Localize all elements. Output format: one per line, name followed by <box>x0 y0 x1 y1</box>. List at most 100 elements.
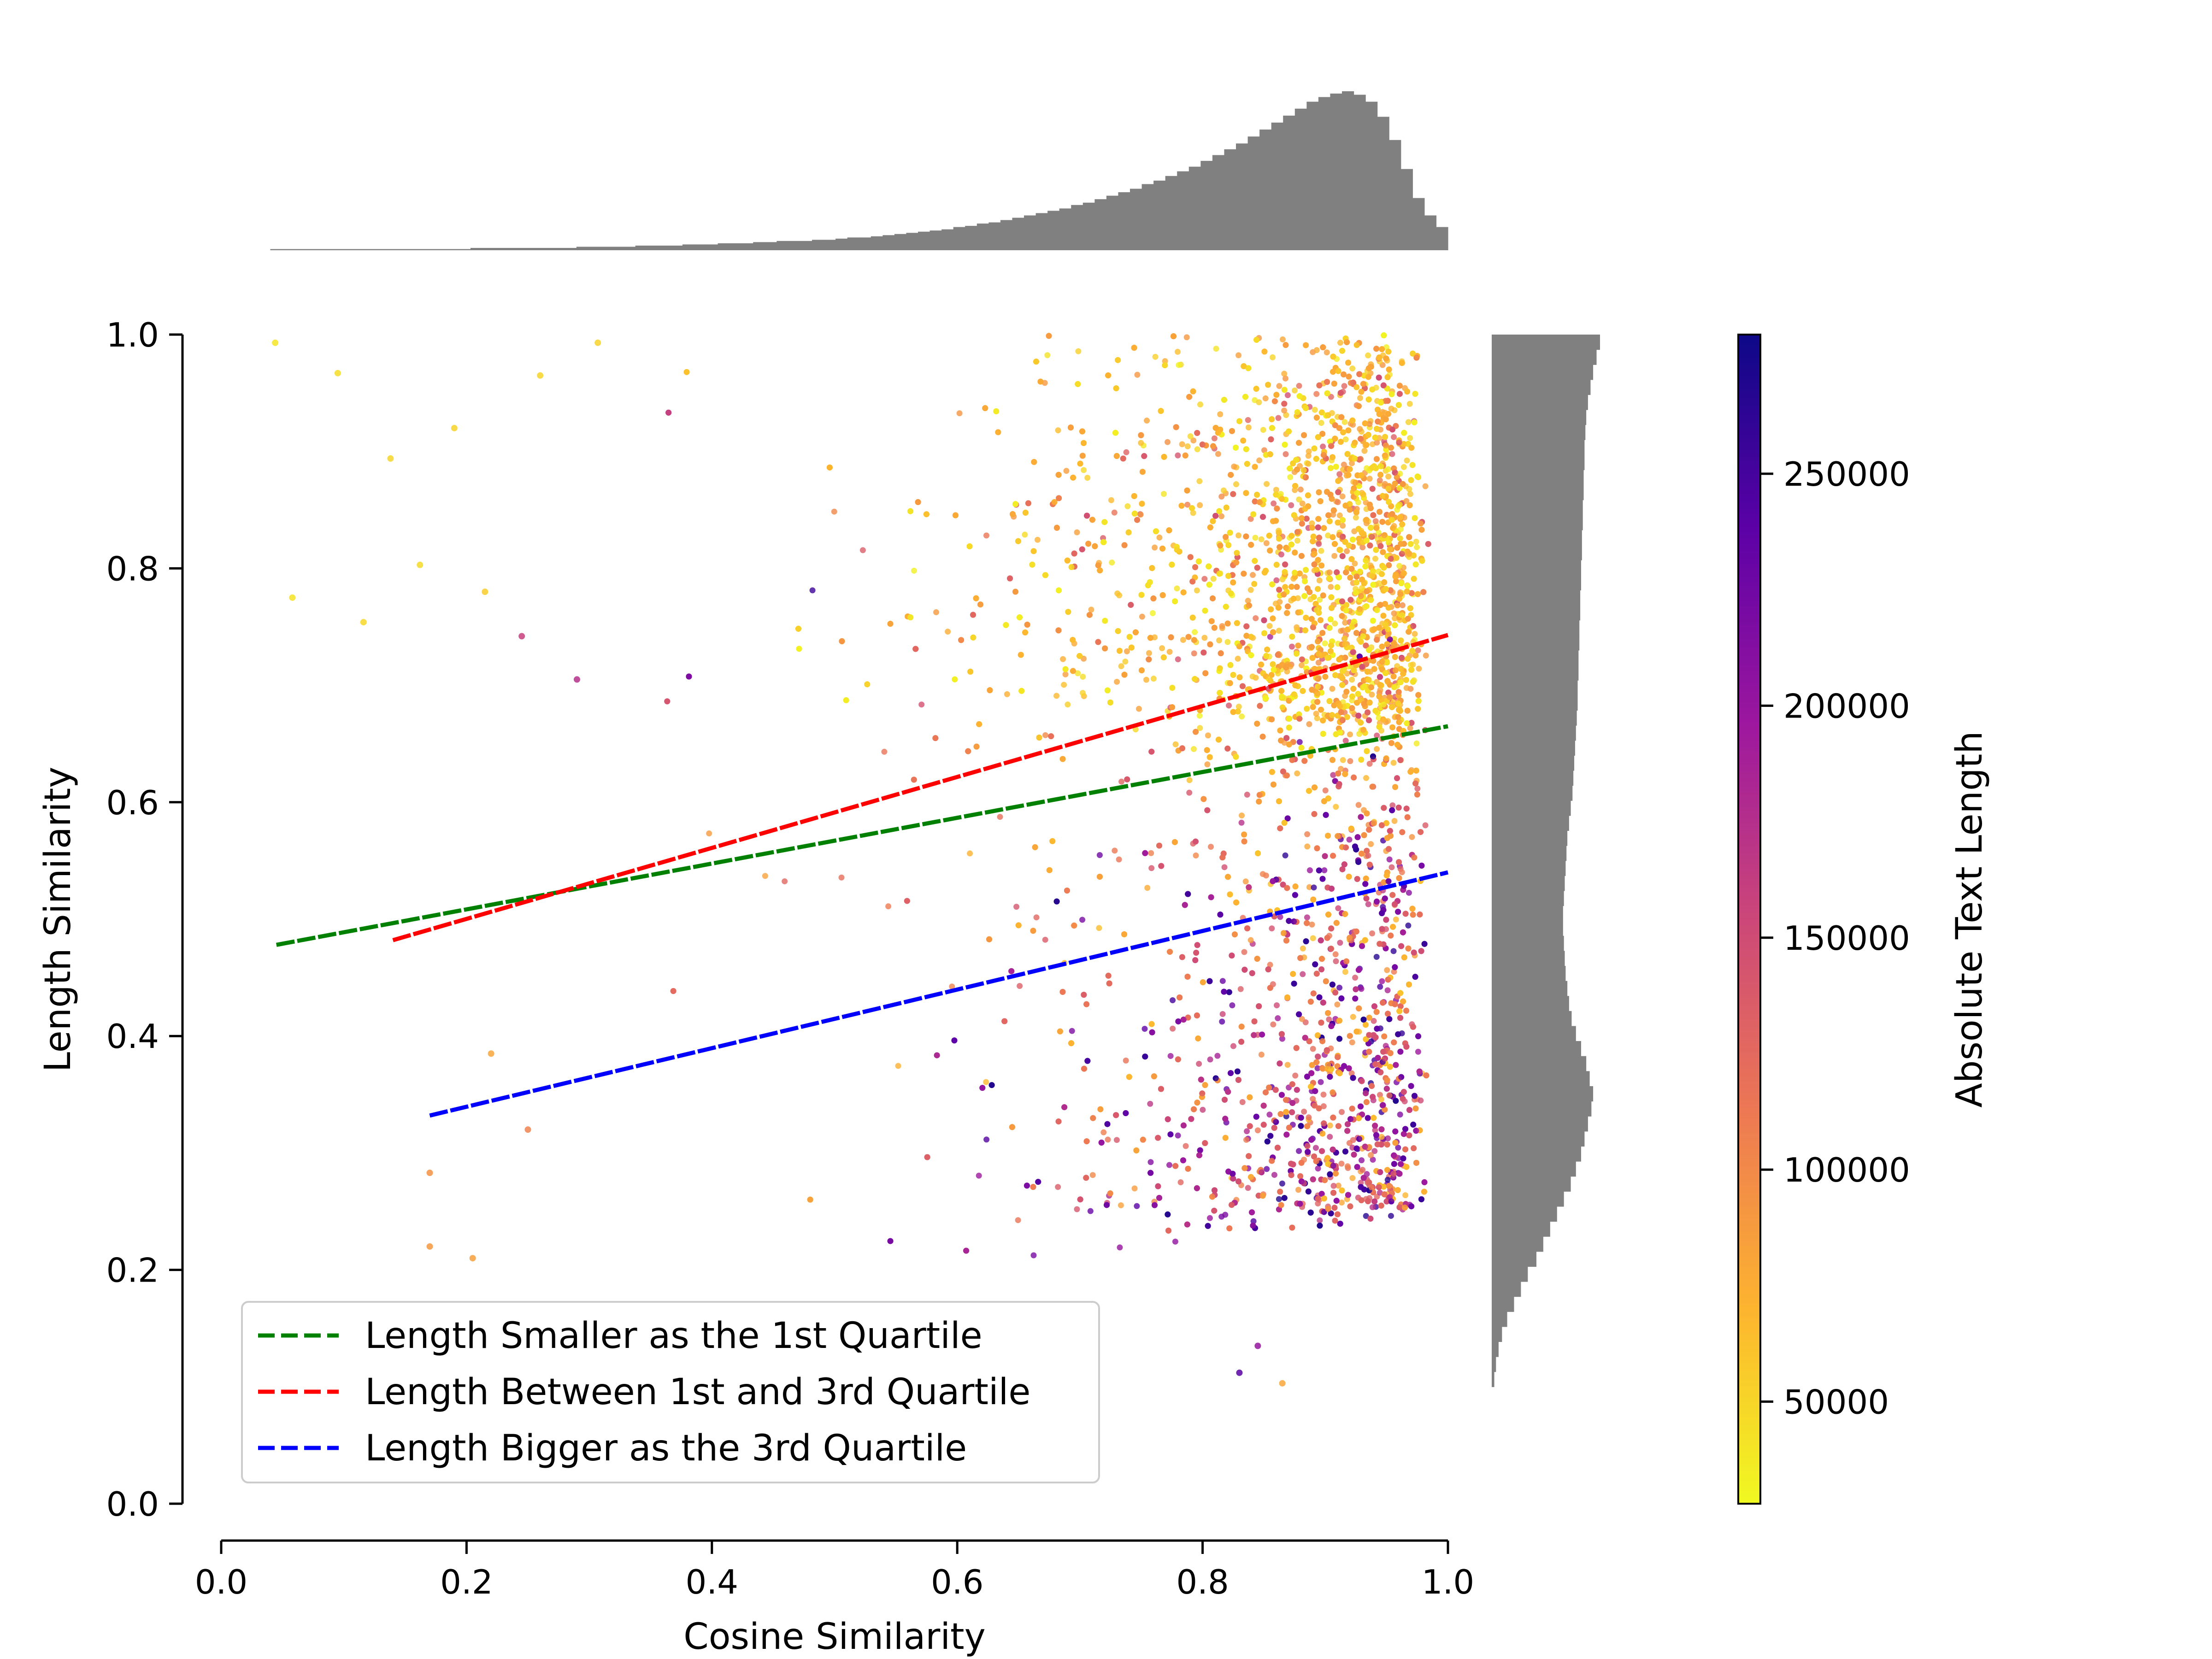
scatter-point <box>1368 841 1374 847</box>
scatter-point <box>1079 917 1086 923</box>
marginal-x-bar <box>1259 129 1272 250</box>
scatter-point <box>1390 759 1397 766</box>
scatter-point <box>1108 497 1114 503</box>
scatter-point <box>1279 336 1286 343</box>
marginal-x-bar <box>306 249 318 250</box>
scatter-point <box>1118 1202 1124 1208</box>
scatter-point <box>1266 623 1273 629</box>
marginal-y-bar <box>1492 1041 1581 1057</box>
scatter-point <box>1350 1014 1356 1020</box>
marginal-x-bar <box>388 249 400 250</box>
marginal-x-bar <box>871 236 883 250</box>
marginal-x-bar <box>859 237 871 250</box>
scatter-point <box>1407 435 1413 441</box>
scatter-point <box>1230 1043 1236 1049</box>
scatter-point <box>417 561 424 568</box>
scatter-point <box>1235 532 1242 539</box>
scatter-point <box>1281 407 1288 414</box>
marginal-x-bar <box>423 249 435 250</box>
marginal-x-bar <box>447 249 459 250</box>
scatter-point <box>1264 481 1270 487</box>
scatter-point <box>1235 352 1242 359</box>
scatter-point <box>1190 437 1197 444</box>
scatter-point <box>1211 435 1218 441</box>
marginal-y-bar <box>1492 620 1580 635</box>
scatter-point <box>1398 526 1404 532</box>
scatter-point <box>1063 468 1070 474</box>
scatter-point <box>1113 1137 1120 1143</box>
marginal-x-bar <box>1212 155 1225 250</box>
scatter-point <box>1320 1091 1327 1098</box>
marginal-y-bar <box>1492 800 1571 816</box>
scatter-point <box>1372 518 1379 524</box>
scatter-point <box>1042 732 1049 738</box>
scatter-point <box>1306 867 1313 873</box>
marginal-y-bar <box>1492 890 1564 906</box>
scatter-point <box>1123 1057 1129 1064</box>
marginal-x-bar <box>635 245 647 250</box>
marginal-y-bar <box>1492 1312 1507 1327</box>
marginal-y-bar <box>1492 740 1575 756</box>
scatter-point <box>1216 637 1222 644</box>
marginal-x-bar <box>294 249 306 250</box>
scatter-point <box>1418 1097 1424 1104</box>
scatter-point <box>1400 464 1407 470</box>
scatter-point <box>1333 958 1339 965</box>
scatter-point <box>1406 889 1412 896</box>
scatter-point <box>1306 721 1312 727</box>
scatter-point <box>451 424 458 431</box>
scatter-point <box>1084 475 1091 481</box>
scatter-point <box>1335 1182 1341 1189</box>
scatter-point <box>1245 424 1252 431</box>
scatter-point <box>1338 1200 1345 1206</box>
scatter-point <box>1273 487 1279 493</box>
scatter-point <box>1116 856 1122 863</box>
scatter-point <box>1238 819 1245 826</box>
marginal-x-bar <box>353 249 365 250</box>
marginal-x-bar <box>270 249 282 250</box>
scatter-point <box>1283 1113 1289 1119</box>
marginal-x-bar <box>1106 195 1119 250</box>
marginal-y-bar <box>1492 500 1583 516</box>
scatter-point <box>1309 520 1315 527</box>
marginal-y-bar <box>1492 935 1564 951</box>
scatter-point <box>1252 535 1259 541</box>
scatter-point <box>1341 461 1347 468</box>
scatter-point <box>1245 1185 1251 1191</box>
scatter-point <box>1233 481 1239 488</box>
scatter-point <box>1388 864 1395 871</box>
scatter-point <box>1172 1238 1178 1245</box>
marginal-x-bar <box>1247 136 1260 250</box>
scatter-point <box>1386 856 1393 863</box>
scatter-point <box>1117 1244 1123 1251</box>
scatter-point <box>1344 670 1350 677</box>
scatter-point <box>1004 691 1010 697</box>
scatter-point <box>1391 434 1397 440</box>
marginal-y-bar <box>1492 1251 1536 1267</box>
scatter-point <box>1340 523 1346 529</box>
scatter-point <box>1300 945 1306 952</box>
scatter-point <box>1322 787 1329 794</box>
scatter-point <box>1152 353 1159 360</box>
scatter-point <box>1292 1072 1299 1079</box>
scatter-point <box>1361 447 1368 454</box>
scatter-point <box>1346 1140 1353 1146</box>
marginal-y-bar <box>1492 1206 1557 1222</box>
scatter-point <box>1241 949 1247 955</box>
marginal-y-bar <box>1492 1341 1499 1357</box>
scatter-point <box>1373 953 1380 960</box>
scatter-point <box>1405 922 1412 929</box>
marginal-x-bar <box>1082 202 1095 250</box>
scatter-point <box>1294 627 1300 633</box>
scatter-point <box>1186 777 1193 783</box>
scatter-point <box>1358 986 1365 992</box>
scatter-point <box>1015 1217 1021 1224</box>
scatter-point <box>1294 537 1300 544</box>
scatter-point <box>1349 1039 1355 1046</box>
scatter-point <box>1239 1099 1246 1106</box>
scatter-point <box>1315 1053 1321 1060</box>
marginal-x-bar <box>835 238 848 250</box>
scatter-point <box>1053 693 1060 699</box>
scatter-point <box>1310 1096 1316 1102</box>
scatter-point <box>1165 439 1171 445</box>
